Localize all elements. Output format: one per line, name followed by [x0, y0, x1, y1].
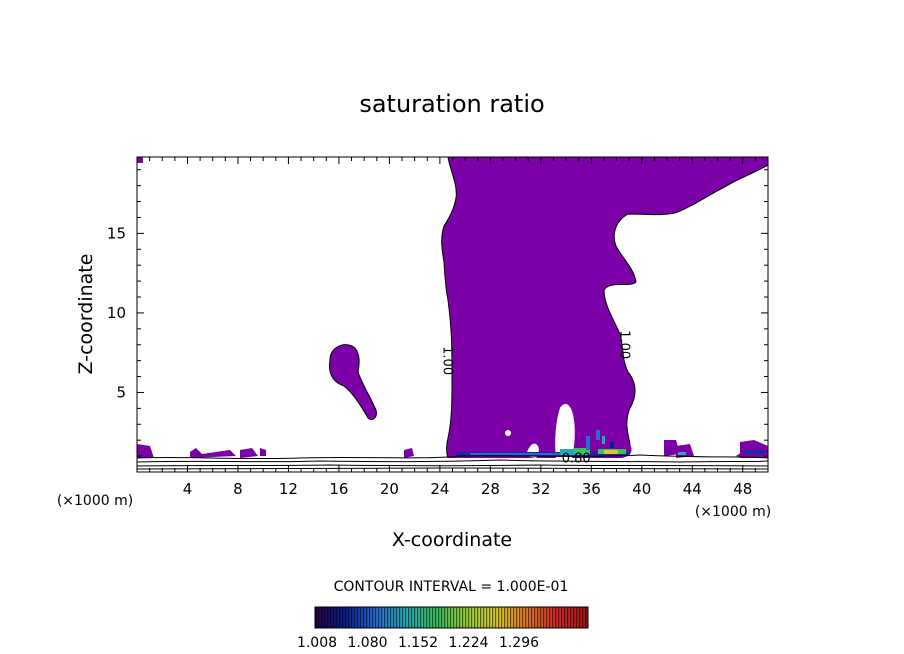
x-tick-label: 20 [380, 480, 399, 498]
saturation-region-main [441, 157, 768, 458]
colorbar-tick-label: 1.080 [347, 635, 387, 651]
x-tick-label: 48 [733, 480, 752, 498]
y-axis-label: Z-coordinate [75, 254, 97, 375]
colorbar-tick-label: 1.008 [297, 635, 337, 651]
contour-interval-text: CONTOUR INTERVAL = 1.000E-01 [334, 579, 569, 595]
colorbar-frame [314, 606, 589, 629]
colorbar-stripes [315, 607, 588, 628]
contour-label: 1.00 [440, 346, 455, 375]
colorbar-tick-labels: 1.008 1.080 1.152 1.224 1.296 [297, 635, 539, 651]
x-unit-label-right: (×1000 m) [695, 504, 771, 520]
contour-labels: 1.00 1.00 0.80 [440, 330, 632, 466]
contour-label: 1.00 [616, 330, 631, 359]
x-tick-label: 8 [233, 480, 243, 498]
y-tick-label: 10 [107, 304, 126, 322]
x-unit-label-left: (×1000 m) [57, 493, 133, 509]
x-axis-label: X-coordinate [392, 529, 512, 551]
contour-label: 0.80 [562, 451, 591, 466]
y-tick-label: 5 [116, 383, 126, 401]
x-tick-label: 28 [481, 480, 500, 498]
plot-area [137, 157, 768, 470]
x-tick-label: 4 [183, 480, 193, 498]
colorbar [314, 606, 589, 629]
unsaturated-gap [505, 430, 511, 436]
x-tick-label: 16 [329, 480, 348, 498]
saturation-speck [137, 157, 143, 163]
x-tick-label: 44 [683, 480, 702, 498]
x-axis: 4 8 12 16 20 24 28 32 36 40 44 48 [149, 157, 756, 498]
high-saturation-band [456, 430, 764, 456]
x-tick-label: 40 [632, 480, 651, 498]
x-tick-label: 32 [531, 480, 550, 498]
saturation-region-blob [329, 344, 377, 420]
y-tick-label: 15 [107, 224, 126, 242]
colorbar-tick-label: 1.296 [499, 635, 539, 651]
colorbar-tick-label: 1.152 [398, 635, 438, 651]
x-tick-label: 12 [279, 480, 298, 498]
x-tick-label: 36 [582, 480, 601, 498]
x-tick-label: 24 [430, 480, 449, 498]
unsaturated-gap [555, 404, 575, 458]
y-axis: 5 10 15 [107, 169, 768, 457]
chart-title: saturation ratio [359, 90, 544, 118]
colorbar-tick-label: 1.224 [448, 635, 488, 651]
